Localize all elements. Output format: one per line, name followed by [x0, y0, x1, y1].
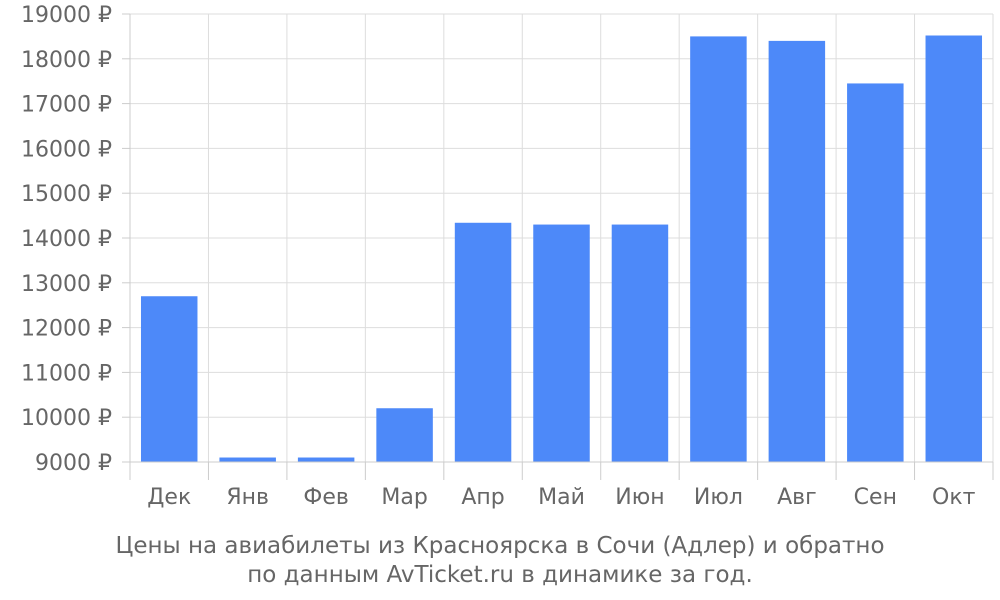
x-axis-labels: Дек Янв Фев Мар Апр Май Июн Июл Авг Сен Окт [147, 485, 975, 510]
y-tick-label: 12000 ₽ [21, 317, 112, 342]
bar-chart: 9000 ₽ 10000 ₽ 11000 ₽ 12000 ₽ 13000 ₽ 14000 … [21, 3, 994, 510]
y-tick-label: 10000 ₽ [21, 406, 112, 431]
x-tick-label: Апр [461, 485, 504, 510]
bar-1 [140, 296, 198, 462]
chart-caption-line-2: по данным AvTicket.ru в динамике за год. [247, 562, 753, 588]
x-tick-label: Сен [854, 485, 897, 510]
bar-9 [768, 40, 826, 462]
bar-3 [297, 457, 355, 462]
chart-caption-line-1: Цены на авиабилеты из Красноярска в Сочи… [115, 533, 885, 559]
bar-5 [454, 222, 512, 462]
x-tick-label: Фев [303, 485, 348, 510]
x-tick-label: Дек [147, 485, 191, 510]
y-tick-label: 13000 ₽ [21, 272, 112, 297]
bar-11 [925, 35, 983, 463]
x-tick-label: Мар [381, 485, 427, 510]
bar-8 [690, 36, 747, 463]
x-tick-label: Июн [615, 485, 664, 510]
y-tick-label: 14000 ₽ [21, 227, 112, 252]
y-tick-label: 19000 ₽ [21, 3, 112, 28]
x-tick-label: Окт [932, 485, 976, 510]
y-tick-label: 15000 ₽ [21, 182, 112, 207]
x-tick-label: Май [538, 485, 585, 510]
axes [122, 13, 994, 480]
bar-10 [847, 83, 904, 462]
bar-6 [533, 224, 590, 462]
y-axis-labels: 9000 ₽ 10000 ₽ 11000 ₽ 12000 ₽ 13000 ₽ 14000 … [21, 3, 112, 476]
y-tick-label: 9000 ₽ [35, 451, 112, 476]
bar-7 [611, 224, 669, 462]
y-tick-label: 16000 ₽ [21, 137, 112, 162]
bar-4 [376, 408, 433, 462]
x-tick-label: Авг [777, 485, 817, 510]
bars [140, 35, 983, 463]
bar-2 [219, 457, 276, 462]
y-tick-label: 11000 ₽ [21, 361, 112, 386]
x-tick-label: Июл [694, 485, 743, 510]
y-tick-label: 18000 ₽ [21, 48, 112, 73]
x-tick-label: Янв [226, 485, 269, 510]
y-tick-label: 17000 ₽ [21, 93, 112, 118]
